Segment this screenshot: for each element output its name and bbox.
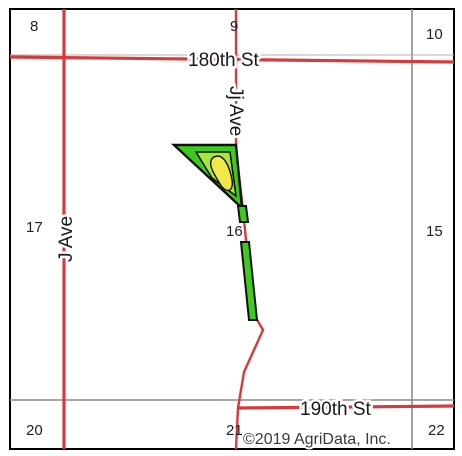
field-highlight-zone [210, 155, 234, 191]
road-190th-st [237, 404, 455, 410]
field-parcel [170, 143, 259, 321]
map-frame [9, 8, 455, 450]
section-label-10: 10 [426, 26, 443, 43]
section-label-9: 9 [230, 18, 238, 35]
section-label-8: 8 [30, 18, 38, 35]
road-180th-st [9, 55, 455, 64]
section-label-22: 22 [428, 422, 445, 439]
section-label-16: 16 [226, 223, 243, 240]
copyright-notice: ©2019 AgriData, Inc. [243, 431, 391, 448]
field-strip [239, 241, 259, 321]
road-label-190th-st: 190th St [300, 399, 371, 420]
road-label-j-ave: J Ave [56, 216, 77, 262]
road-label-180th-st: 180th St [188, 50, 259, 71]
section-label-15: 15 [426, 223, 443, 240]
road-label-jj-ave: Jj Ave [225, 86, 246, 136]
field-strip-upper [236, 205, 250, 223]
section-label-17: 17 [26, 219, 43, 236]
section-label-21: 21 [226, 422, 243, 439]
section-label-20: 20 [26, 422, 43, 439]
